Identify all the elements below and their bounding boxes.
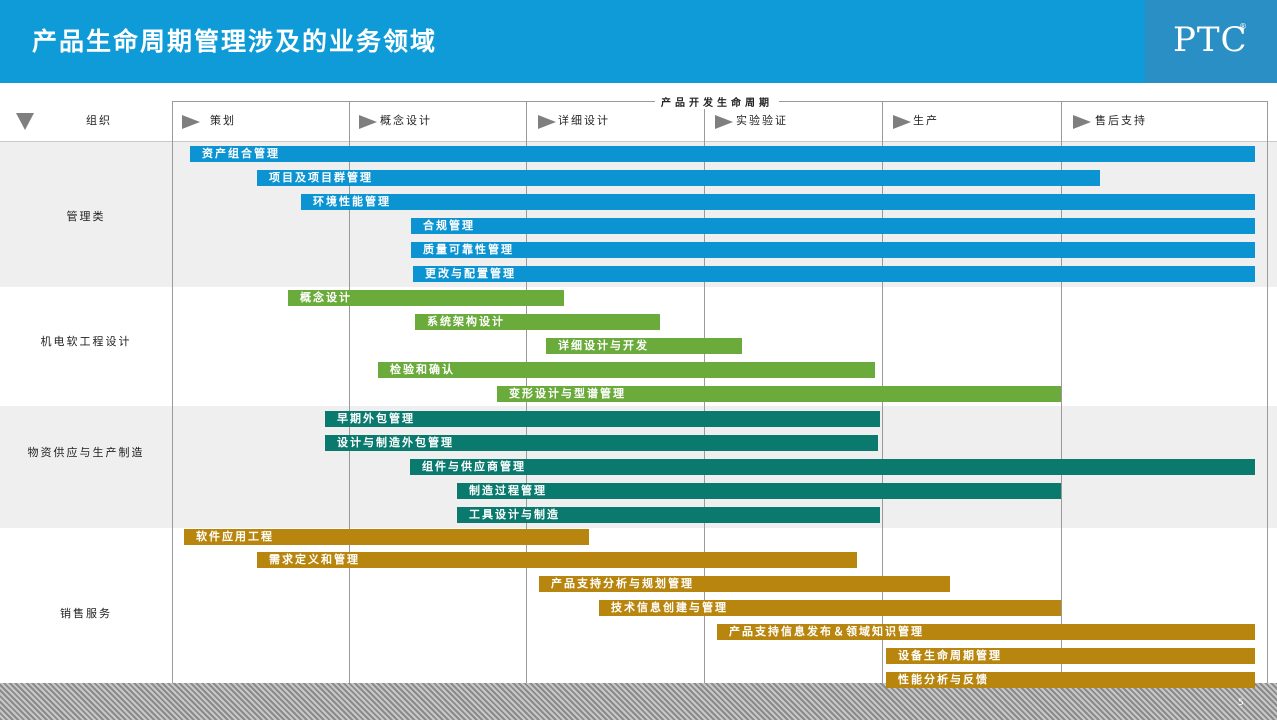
grid-line-1 <box>349 101 350 683</box>
group-label-management: 管理类 <box>66 210 106 223</box>
bar-design-mfg-outsourcing: 设计与制造外包管理 <box>325 435 878 451</box>
phase-arrow-icon <box>182 115 200 129</box>
bar-performance-feedback: 性能分析与反馈 <box>886 672 1255 688</box>
group-label-supply: 物资供应与生产制造 <box>27 446 145 459</box>
bar-support-info-publish: 产品支持信息发布＆领域知识管理 <box>717 624 1255 640</box>
header-bar: 产品生命周期管理涉及的业务领域 PTC ® <box>0 0 1277 83</box>
bar-variant-design: 变形设计与型谱管理 <box>497 386 1061 402</box>
phase-header-aftersales: 售后支持 <box>1095 114 1147 127</box>
bar-concept-design: 概念设计 <box>288 290 564 306</box>
phase-header-production: 生产 <box>913 114 939 127</box>
grid-line-6 <box>1267 101 1268 683</box>
phase-header-detail: 详细设计 <box>558 114 610 127</box>
bar-environment: 环境性能管理 <box>301 194 1255 210</box>
org-header: 组织 <box>86 114 112 127</box>
logo-box: PTC ® <box>1145 0 1277 83</box>
bar-compliance: 合规管理 <box>411 218 1255 234</box>
bottom-texture-strip <box>0 683 1277 720</box>
page-number: 5 <box>1238 698 1244 708</box>
phase-header-concept: 概念设计 <box>380 114 432 127</box>
ptc-logo: PTC <box>1173 20 1248 60</box>
org-arrow-icon <box>16 113 34 130</box>
bar-detail-design: 详细设计与开发 <box>546 338 742 354</box>
bar-equipment-lifecycle: 设备生命周期管理 <box>886 648 1255 664</box>
bar-system-architecture: 系统架构设计 <box>415 314 660 330</box>
bar-software-engineering: 软件应用工程 <box>184 529 589 545</box>
bar-mfg-process: 制造过程管理 <box>457 483 1061 499</box>
phase-header-test: 实验验证 <box>736 114 788 127</box>
bar-early-outsourcing: 早期外包管理 <box>325 411 880 427</box>
bar-change: 更改与配置管理 <box>413 266 1255 282</box>
group-label-engineering: 机电软工程设计 <box>40 335 132 348</box>
bar-component-supplier: 组件与供应商管理 <box>410 459 1255 475</box>
bar-portfolio: 资产组合管理 <box>190 146 1255 162</box>
phase-header-plan: 策划 <box>210 114 236 127</box>
group-label-service: 销售服务 <box>60 607 112 620</box>
grid-line-5 <box>1061 101 1062 683</box>
lifecycle-label: 产品开发生命周期 <box>655 94 779 109</box>
bar-verification: 检验和确认 <box>378 362 875 378</box>
page-title: 产品生命周期管理涉及的业务领域 <box>32 27 438 56</box>
bar-requirements: 需求定义和管理 <box>257 552 857 568</box>
phase-arrow-icon <box>359 115 377 129</box>
phase-arrow-icon <box>1073 115 1091 129</box>
header-divider <box>0 141 1277 142</box>
phase-arrow-icon <box>893 115 911 129</box>
bar-tool-design: 工具设计与制造 <box>457 507 880 523</box>
bar-project: 项目及项目群管理 <box>257 170 1100 186</box>
band-management <box>0 141 1277 287</box>
bar-support-analysis: 产品支持分析与规划管理 <box>539 576 950 592</box>
grid-line-0 <box>172 101 173 683</box>
registered-mark: ® <box>1239 22 1247 31</box>
phase-arrow-icon <box>538 115 556 129</box>
bar-tech-info: 技术信息创建与管理 <box>599 600 1061 616</box>
bar-quality: 质量可靠性管理 <box>411 242 1255 258</box>
phase-arrow-icon <box>715 115 733 129</box>
